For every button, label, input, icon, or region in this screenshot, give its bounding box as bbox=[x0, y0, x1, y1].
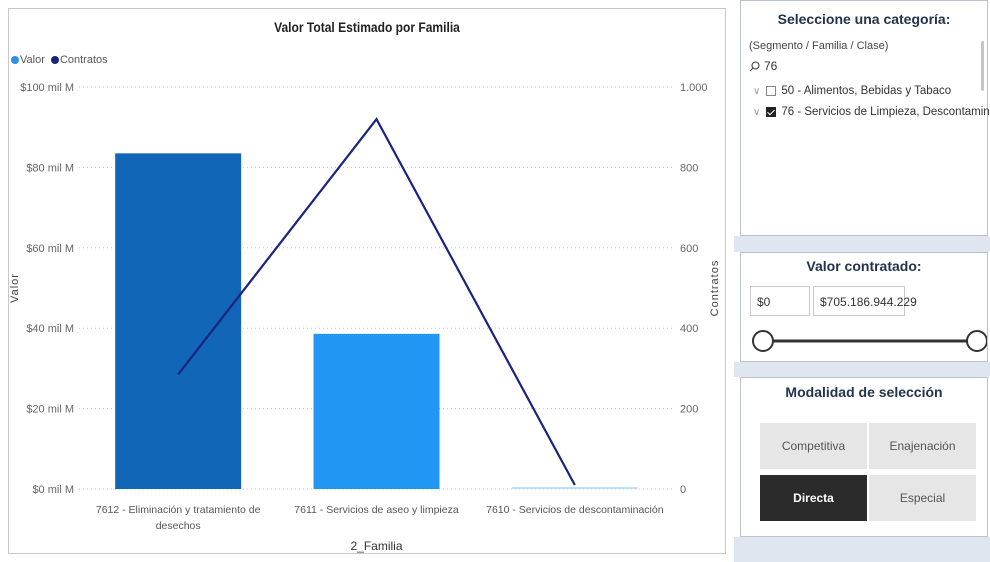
y-tick-label-right: 800 bbox=[680, 162, 698, 174]
chart-legend: Valor Contratos bbox=[11, 54, 108, 66]
modality-button-directa[interactable]: Directa bbox=[760, 475, 867, 521]
chevron-down-icon[interactable]: ∨ bbox=[753, 107, 761, 118]
value-title: Valor contratado: bbox=[806, 258, 922, 274]
search-icon bbox=[749, 61, 760, 72]
x-tick-label: desechos bbox=[156, 520, 201, 532]
panel-gap bbox=[734, 537, 990, 562]
category-slicer: Seleccione una categoría: (Segmento / Fa… bbox=[740, 0, 990, 236]
legend-label: Valor bbox=[20, 54, 45, 66]
category-search[interactable]: 76 bbox=[749, 59, 777, 73]
category-item-76[interactable]: ∨ 76 - Servicios de Limpieza, Descontamin… bbox=[753, 106, 990, 118]
checkbox[interactable] bbox=[766, 86, 777, 96]
y-tick-label-left: $60 mil M bbox=[26, 243, 74, 255]
max-value-input[interactable]: $705.186.944.229 bbox=[813, 286, 917, 316]
chevron-down-icon[interactable]: ∨ bbox=[753, 86, 761, 97]
panel-gap bbox=[734, 236, 990, 252]
y-tick-label-right: 200 bbox=[680, 404, 698, 416]
value-slicer: Valor contratado: $0 $705.186.944.229 bbox=[740, 252, 988, 362]
y-tick-label-right: 400 bbox=[680, 323, 698, 335]
category-item-label: 76 - Servicios de Limpieza, Descontamina… bbox=[781, 106, 990, 118]
legend-item-valor[interactable]: Valor bbox=[11, 54, 45, 66]
combo-chart[interactable]: $0 mil M 0 $20 mil M 200 $40 mil M 400 $60 mil… bbox=[9, 9, 725, 553]
modality-button-especial[interactable]: Especial bbox=[869, 475, 976, 521]
y-axis-title-left: Valor bbox=[9, 273, 21, 303]
y-tick-label-left: $0 mil M bbox=[32, 484, 74, 496]
legend-item-contratos[interactable]: Contratos bbox=[48, 54, 108, 66]
legend-dot-icon bbox=[50, 56, 59, 64]
min-value-input[interactable]: $0 bbox=[750, 286, 810, 316]
checkbox-checked[interactable] bbox=[766, 107, 777, 117]
x-tick-label: 7612 - Eliminación y tratamiento de bbox=[96, 504, 261, 516]
legend-dot-icon bbox=[11, 56, 19, 64]
legend-label: Contratos bbox=[59, 54, 108, 66]
search-input[interactable]: 76 bbox=[764, 59, 778, 73]
modality-slicer: Modalidad de selección Competitiva Enaje… bbox=[740, 377, 988, 537]
modality-title: Modalidad de selección bbox=[785, 384, 943, 400]
slider-handle-min[interactable] bbox=[752, 330, 774, 352]
y-tick-label-left: $20 mil M bbox=[26, 404, 74, 416]
y-tick-label-left: $40 mil M bbox=[26, 323, 74, 335]
category-item-label: 50 - Alimentos, Bebidas y Tabaco bbox=[781, 85, 952, 97]
range-slider[interactable] bbox=[741, 325, 987, 355]
category-title: Seleccione una categoría: bbox=[777, 11, 951, 27]
x-tick-label: 7610 - Servicios de descontaminación bbox=[486, 504, 664, 516]
y-tick-label-right: 1.000 bbox=[680, 82, 708, 94]
y-axis-title-right: Contratos bbox=[709, 260, 721, 317]
bar bbox=[115, 153, 242, 489]
slider-handle-max[interactable] bbox=[966, 330, 987, 352]
chart-title: Valor Total Estimado por Familia bbox=[274, 19, 460, 35]
panel-gap bbox=[734, 362, 990, 377]
x-axis-title: 2_Familia bbox=[350, 539, 402, 553]
y-tick-label-right: 600 bbox=[680, 243, 698, 255]
category-subtitle: (Segmento / Familia / Clase) bbox=[749, 40, 889, 52]
modality-button-competitiva[interactable]: Competitiva bbox=[760, 423, 867, 469]
y-tick-label-right: 0 bbox=[680, 484, 686, 496]
y-tick-label-left: $80 mil M bbox=[26, 162, 74, 174]
bar bbox=[511, 486, 638, 489]
bar bbox=[313, 333, 440, 489]
scrollbar[interactable] bbox=[981, 41, 984, 91]
y-tick-label-left: $100 mil M bbox=[20, 82, 74, 94]
category-item-50[interactable]: ∨ 50 - Alimentos, Bebidas y Tabaco bbox=[753, 85, 951, 97]
x-tick-label: 7611 - Servicios de aseo y limpieza bbox=[294, 504, 459, 516]
chart-panel[interactable]: Valor Total Estimado por Familia Valor C… bbox=[8, 8, 726, 554]
line-series-contratos bbox=[177, 117, 576, 486]
modality-button-enajenacion[interactable]: Enajenación bbox=[869, 423, 976, 469]
